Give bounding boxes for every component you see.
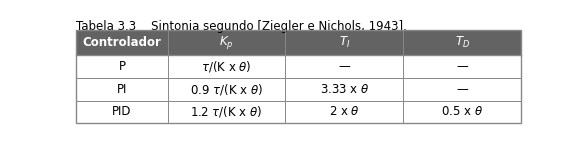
Text: PID: PID xyxy=(113,105,132,118)
Text: $\tau$/(K x $\theta$): $\tau$/(K x $\theta$) xyxy=(201,59,252,74)
Bar xyxy=(76,30,521,123)
Text: 1.2 $\tau$/(K x $\theta$): 1.2 $\tau$/(K x $\theta$) xyxy=(191,104,263,119)
Text: PI: PI xyxy=(117,83,127,96)
Bar xyxy=(76,101,521,123)
Text: P: P xyxy=(118,60,125,73)
Text: 0.9 $\tau$/(K x $\theta$): 0.9 $\tau$/(K x $\theta$) xyxy=(190,82,263,97)
Text: —: — xyxy=(339,60,350,73)
Text: $K_p$: $K_p$ xyxy=(219,34,234,51)
Text: 0.5 x $\theta$: 0.5 x $\theta$ xyxy=(441,105,483,118)
Text: Controlador: Controlador xyxy=(83,36,161,49)
Text: $T_D$: $T_D$ xyxy=(455,35,470,50)
Text: —: — xyxy=(456,83,468,96)
Text: 2 x $\theta$: 2 x $\theta$ xyxy=(329,105,360,118)
Text: —: — xyxy=(456,60,468,73)
Text: 3.33 x $\theta$: 3.33 x $\theta$ xyxy=(319,83,369,96)
Bar xyxy=(76,78,521,101)
Text: $T_I$: $T_I$ xyxy=(339,35,350,50)
Bar xyxy=(76,55,521,78)
Text: Tabela 3.3    Sintonia segundo [Ziegler e Nichols, 1943].: Tabela 3.3 Sintonia segundo [Ziegler e N… xyxy=(76,20,408,33)
Bar xyxy=(76,30,521,55)
